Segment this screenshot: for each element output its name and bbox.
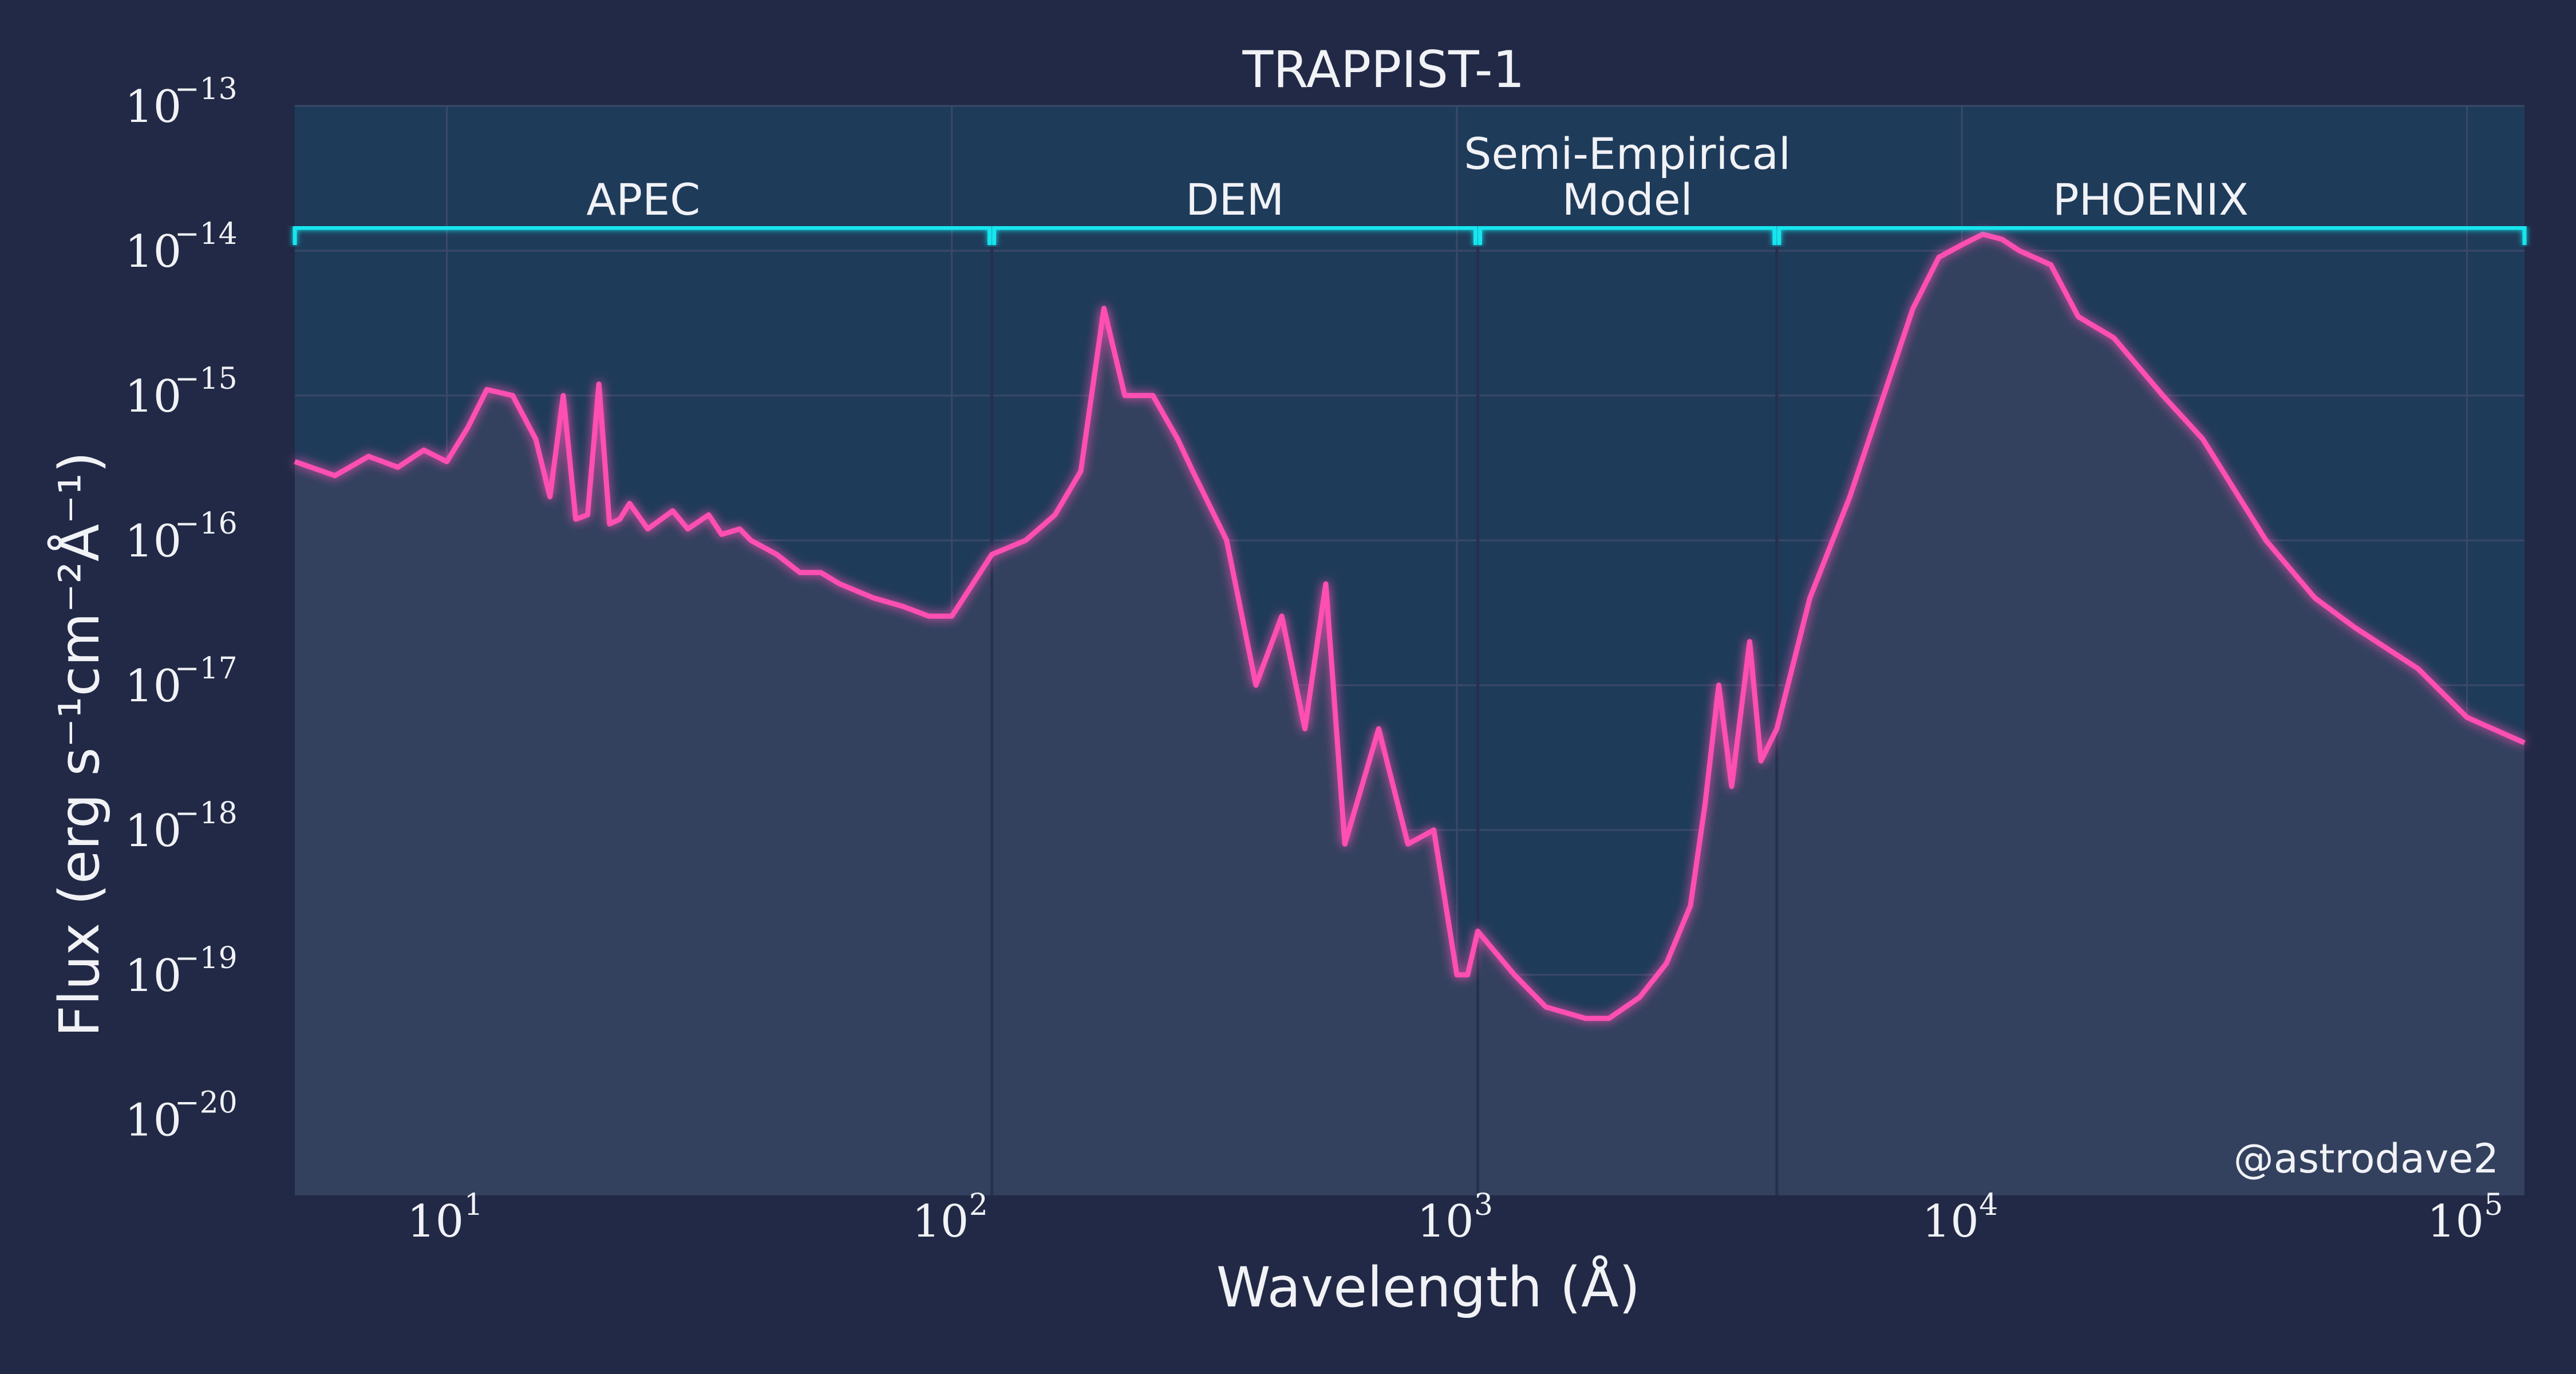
y-tick-exponent: −16	[175, 507, 238, 541]
y-tick-label: 10	[125, 806, 181, 857]
y-tick-exponent: −19	[175, 941, 238, 976]
x-tick-label: 10	[1417, 1196, 1473, 1247]
y-tick-label: 10	[125, 661, 181, 712]
region-label: PHOENIX	[2053, 174, 2249, 225]
x-tick-label: 10	[407, 1196, 464, 1247]
x-tick-exponent: 4	[1979, 1188, 1998, 1222]
y-tick-label: 10	[125, 371, 181, 423]
region-dividers	[990, 229, 1779, 1195]
watermark: @astrodave2	[2234, 1135, 2499, 1182]
y-tick-label: 10	[125, 516, 181, 567]
y-tick-label: 10	[125, 950, 181, 1002]
chart-title: TRAPPIST-1	[1242, 40, 1525, 99]
y-axis-label: Flux (erg s⁻¹cm⁻²Å⁻¹)	[47, 452, 112, 1037]
region-label: Semi-Empirical Model	[1464, 128, 1791, 225]
y-tick-exponent: −14	[175, 217, 238, 251]
region-labels: APEC DEM Semi-Empirical Model PHOENIX	[586, 128, 2249, 225]
x-tick-exponent: 5	[2484, 1188, 2503, 1222]
region-bracket	[293, 226, 992, 245]
region-label: APEC	[586, 174, 700, 225]
region-bracket	[1777, 226, 2527, 245]
spectrum-line	[294, 231, 2526, 1021]
y-tick-exponent: −15	[175, 362, 238, 396]
y-tick-label: 10	[125, 226, 181, 278]
x-axis-label: Wavelength (Å)	[1216, 1255, 1641, 1320]
region-bracket	[992, 226, 1478, 245]
region-label: DEM	[1186, 174, 1284, 225]
region-bracket	[1478, 226, 1777, 245]
region-brackets	[293, 226, 2527, 245]
x-tick-exponent: 3	[1474, 1188, 1493, 1222]
y-tick-exponent: −17	[175, 652, 238, 686]
x-tick-exponent: 2	[969, 1188, 988, 1222]
spectrum-fill	[295, 234, 2524, 1196]
x-axis-ticks: 10 1 10 2 10 3 10 4 10 5	[407, 1188, 2503, 1247]
spectrum-layer	[294, 231, 2526, 1021]
x-tick-label: 10	[912, 1196, 969, 1247]
x-tick-exponent: 1	[464, 1188, 483, 1222]
y-tick-label: 10	[125, 81, 181, 133]
y-tick-exponent: −18	[175, 796, 238, 831]
x-tick-label: 10	[2427, 1196, 2484, 1247]
y-tick-exponent: −13	[175, 72, 238, 106]
spectrum-area-fill	[295, 234, 2524, 1196]
y-tick-exponent: −20	[175, 1086, 238, 1120]
y-tick-label: 10	[125, 1095, 181, 1147]
x-tick-label: 10	[1922, 1196, 1979, 1247]
